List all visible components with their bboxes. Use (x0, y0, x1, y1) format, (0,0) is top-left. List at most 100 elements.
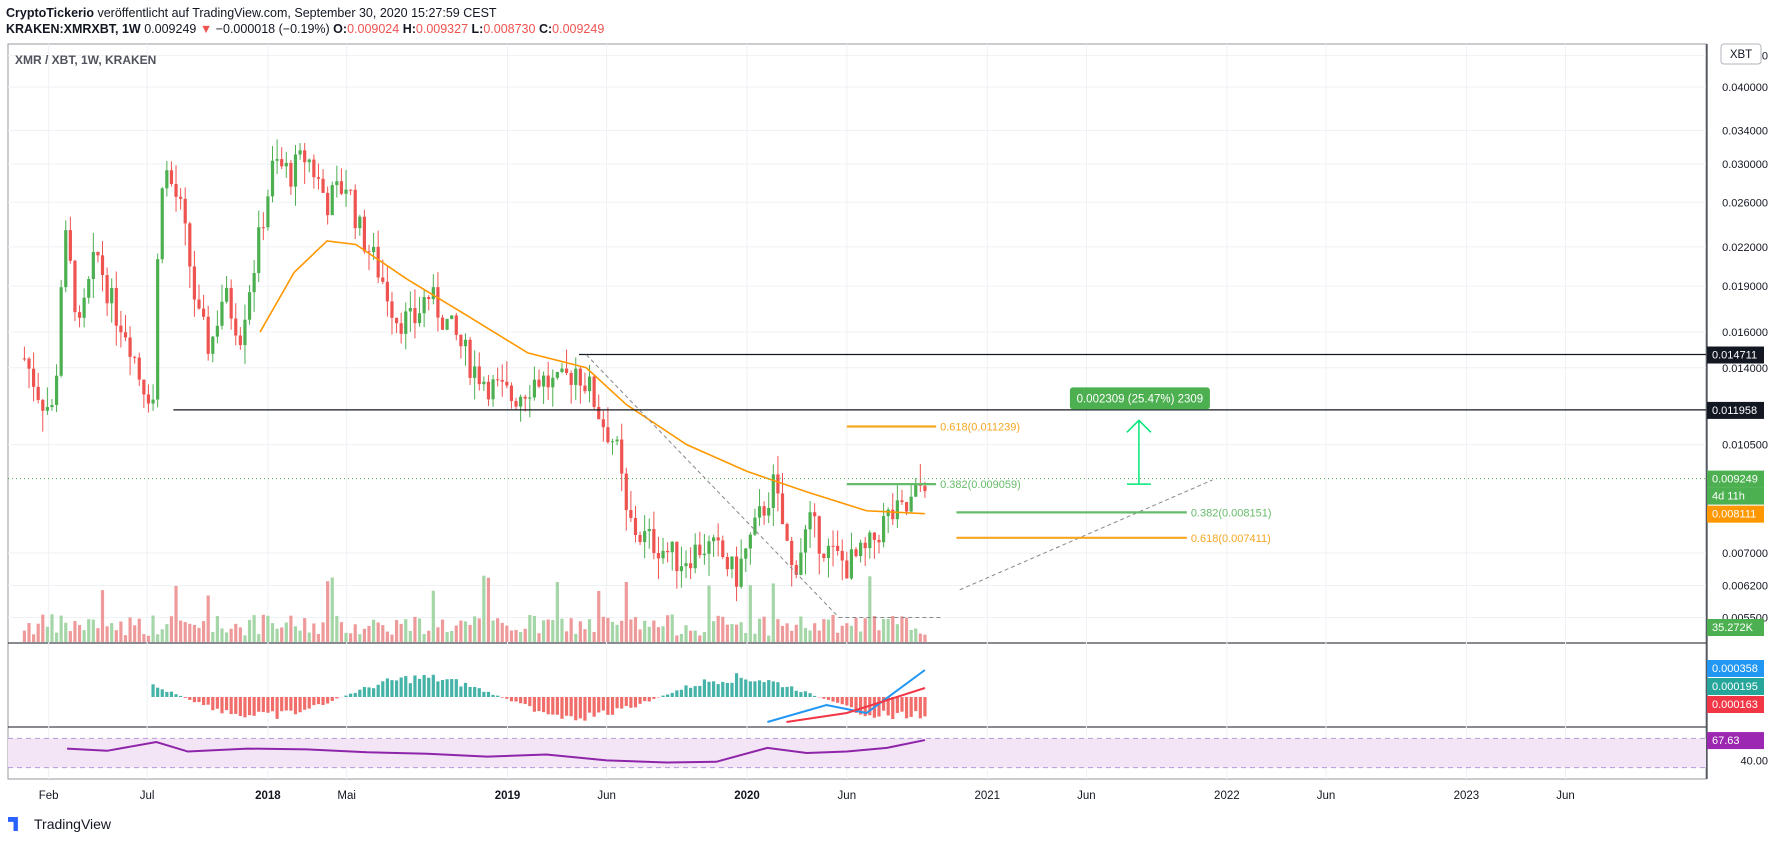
candle-body (114, 287, 118, 326)
candle-body (555, 372, 559, 378)
candle-body (670, 541, 674, 553)
candle-body (679, 566, 684, 572)
candle-body (404, 311, 408, 334)
volume-bar (165, 624, 169, 642)
candle-body (780, 493, 785, 525)
candle-body (643, 531, 647, 543)
volume-bar (234, 623, 238, 642)
volume-bar (505, 625, 509, 642)
candle-body (339, 181, 344, 194)
candle-body (174, 183, 178, 197)
macd-hist-bar (610, 697, 615, 715)
candle-body (362, 216, 367, 252)
macd-hist-bar (188, 697, 192, 700)
macd-hist-bar (767, 680, 771, 697)
y-tick-label: 0.007000 (1722, 548, 1768, 560)
tradingview-logo[interactable]: TradingView (8, 816, 111, 832)
volume-bar (220, 628, 224, 642)
candle-body (142, 379, 146, 395)
candle-body (730, 556, 734, 570)
macd-hist-bar (160, 689, 164, 697)
volume-bar (215, 616, 219, 642)
volume-bar (142, 634, 146, 642)
macd-hist-bar (601, 697, 605, 711)
rsi-badge-label: 67.63 (1712, 735, 1740, 747)
trend-line-up (959, 479, 1213, 591)
macd-hist-bar (551, 697, 555, 715)
candle-body (753, 517, 757, 535)
trend-line-down (585, 354, 943, 619)
macd-hist-bar (633, 697, 638, 708)
volume-bar (394, 620, 399, 642)
macd-badge-label: 0.000195 (1712, 681, 1758, 693)
volume-bar (734, 624, 739, 642)
macd-hist-bar (689, 687, 693, 697)
x-tick-label: 2023 (1454, 790, 1480, 802)
volume-bar (826, 619, 831, 642)
volume-bar (445, 631, 449, 642)
macd-hist-bar (381, 681, 385, 697)
volume-bar (468, 624, 472, 642)
volume-bar (689, 630, 693, 642)
macd-hist-bar (904, 697, 909, 719)
candle-body (684, 563, 688, 567)
volume-bar (50, 614, 54, 642)
candle-body (45, 407, 49, 411)
candle-body (68, 230, 72, 261)
macd-hist-bar (353, 692, 357, 697)
candle-body (702, 553, 706, 556)
x-tick-label: 2018 (255, 790, 281, 802)
volume-bar (803, 627, 808, 642)
macd-hist-bar (560, 697, 564, 719)
macd-hist-bar (500, 697, 504, 698)
candle-body (326, 192, 330, 216)
volume-bar (436, 627, 440, 642)
macd-hist-bar (569, 697, 573, 717)
macd-hist-bar (454, 679, 458, 697)
volume-bar (91, 619, 95, 642)
price-badge-label: 0.009249 (1712, 474, 1758, 486)
candle-body (188, 223, 192, 267)
volume-bar (767, 635, 771, 642)
macd-hist-bar (459, 686, 463, 697)
volume-bar (312, 623, 316, 642)
macd-hist-bar (900, 697, 904, 712)
candle-body (693, 544, 697, 569)
macd-hist-bar (675, 690, 679, 697)
rsi-band (8, 738, 1706, 768)
macd-hist-bar (523, 697, 527, 705)
macd-hist-bar (734, 673, 739, 697)
candle-body (321, 178, 325, 193)
volume-bar (601, 616, 605, 642)
volume-bar (560, 618, 564, 642)
x-tick-label: 2021 (974, 790, 1000, 802)
measure-arrow-head (1126, 419, 1152, 433)
candle-body (744, 548, 748, 559)
candle-body (776, 474, 780, 494)
high-value: 0.009327 (415, 22, 469, 36)
macd-hist-bar (312, 697, 316, 706)
candle-body (606, 427, 610, 443)
volume-bar (808, 630, 812, 642)
volume-bar (362, 628, 367, 642)
macd-hist-bar (597, 697, 601, 713)
macd-hist-bar (206, 697, 210, 705)
volume-bar (151, 615, 155, 642)
volume-bar (280, 627, 284, 642)
volume-bar (620, 620, 624, 642)
macd-badge-label: 0.000358 (1712, 663, 1758, 675)
volume-bar (739, 622, 743, 642)
macd-badge (1707, 678, 1764, 695)
volume-bar (54, 632, 59, 642)
candle-body (817, 516, 821, 554)
candle-body (197, 299, 201, 309)
candle-body (886, 509, 890, 517)
candle-body (261, 227, 265, 229)
macd-hist-bar (413, 675, 417, 697)
volume-bar (629, 619, 633, 642)
candle-body (243, 319, 247, 346)
macd-hist-bar (174, 694, 178, 697)
candle-body (739, 558, 743, 587)
macd-hist-bar (224, 697, 229, 711)
